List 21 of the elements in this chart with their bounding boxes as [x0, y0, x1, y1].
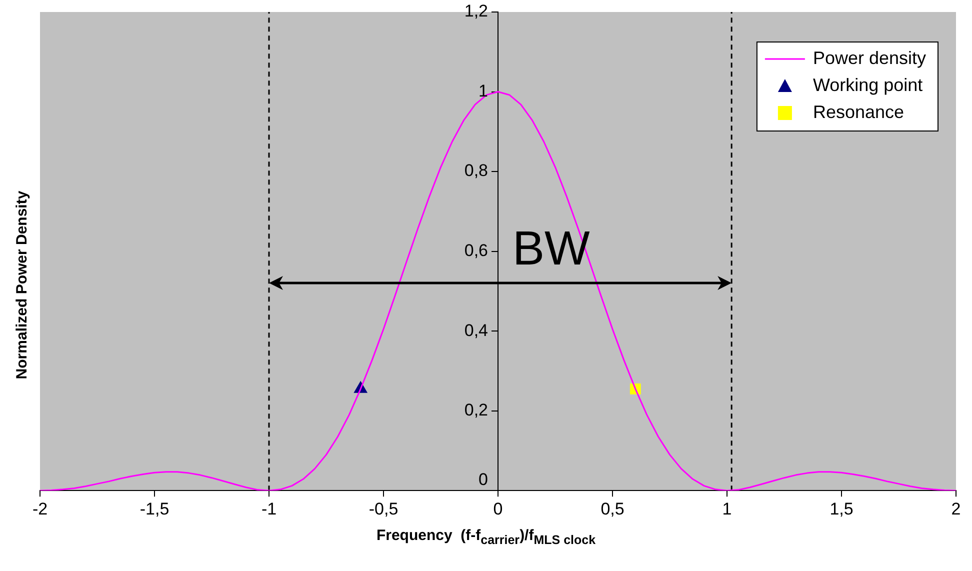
x-tick-label: 1,5 [830, 499, 854, 518]
y-tick-label: 0,4 [464, 320, 488, 340]
x-tick-label: -1 [261, 499, 277, 518]
x-tick-label: 1 [722, 499, 732, 518]
y-tick-label: 1,2 [464, 2, 488, 21]
x-tick-label: 0,5 [600, 499, 624, 518]
y-tick-label: 0,6 [464, 240, 488, 260]
x-tick-label: -1,5 [140, 499, 170, 518]
x-axis-title: Frequency (f-f$_{carrier}$)/f$_{MLS clock}$ [375, 527, 597, 547]
y-tick-label: 0 [478, 470, 488, 489]
x-tick-label: 0 [493, 499, 503, 518]
x-tick-label: -0,5 [368, 499, 398, 518]
y-tick-label: 1 [478, 81, 488, 100]
y-tick-label: 0,8 [464, 161, 488, 180]
y-axis-title: Normalized Power Density [14, 190, 30, 380]
legend-label: Power density [812, 48, 926, 68]
x-tick-label: -2 [32, 499, 48, 518]
legend-label: Working point [812, 74, 923, 95]
x-tick-label: 2 [951, 499, 961, 518]
y-tick-label: 0,2 [464, 400, 488, 420]
legend-label: Resonance [812, 102, 904, 122]
